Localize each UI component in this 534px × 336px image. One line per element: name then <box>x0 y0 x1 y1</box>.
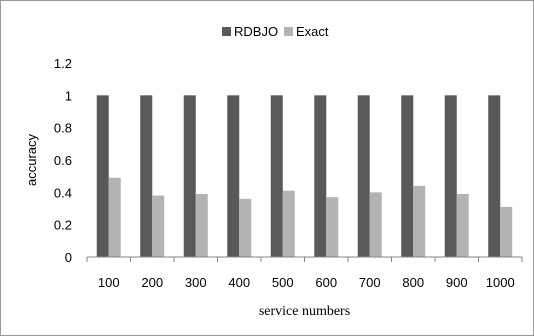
x-tick-label-400: 400 <box>228 275 250 290</box>
x-tick-label-700: 700 <box>359 275 381 290</box>
bar-exact-400 <box>239 198 252 257</box>
bar-rdbjo-600 <box>314 95 327 257</box>
legend-swatch-exact <box>284 27 293 36</box>
y-tick-label-0-8: 0.8 <box>54 121 72 136</box>
bar-exact-700 <box>369 192 382 257</box>
legend: RDBJO Exact <box>222 24 329 39</box>
y-tick-label-0-4: 0.4 <box>54 185 72 200</box>
bar-rdbjo-100 <box>96 95 109 257</box>
bar-exact-1000 <box>500 206 513 257</box>
legend-label-rdbjo: RDBJO <box>234 24 278 39</box>
bar-rdbjo-300 <box>183 95 196 257</box>
bar-exact-500 <box>282 190 295 257</box>
bar-exact-100 <box>108 177 121 257</box>
bar-exact-300 <box>195 193 208 257</box>
bar-rdbjo-1000 <box>488 95 501 257</box>
bar-rdbjo-500 <box>270 95 283 257</box>
y-tick-label-1-2: 1.2 <box>54 56 72 71</box>
y-tick-label-1: 1 <box>65 88 72 103</box>
bar-rdbjo-400 <box>227 95 240 257</box>
y-tick-label-0: 0 <box>65 250 72 265</box>
bar-exact-200 <box>152 195 165 257</box>
legend-label-exact: Exact <box>296 24 329 39</box>
bar-exact-800 <box>413 185 426 257</box>
y-axis-label: accuracy <box>24 133 39 186</box>
bar-rdbjo-700 <box>357 95 370 257</box>
bar-rdbjo-200 <box>140 95 153 257</box>
x-tick-label-1000: 1000 <box>486 275 515 290</box>
y-tick-label-0-2: 0.2 <box>54 218 72 233</box>
x-tick-label-500: 500 <box>272 275 294 290</box>
bar-exact-600 <box>326 197 339 257</box>
bar-rdbjo-800 <box>401 95 414 257</box>
bars <box>96 95 513 257</box>
x-tick-label-900: 900 <box>446 275 468 290</box>
x-tick-label-300: 300 <box>185 275 207 290</box>
bar-rdbjo-900 <box>444 95 457 257</box>
legend-swatch-rdbjo <box>222 27 231 36</box>
x-tick-label-200: 200 <box>141 275 163 290</box>
x-axis-ticks: 100 200 300 400 500 600 700 800 900 1000 <box>86 257 523 290</box>
x-tick-label-100: 100 <box>98 275 120 290</box>
x-tick-label-600: 600 <box>315 275 337 290</box>
x-axis-label: service numbers <box>259 304 350 319</box>
bar-exact-900 <box>456 193 469 257</box>
y-tick-label-0-6: 0.6 <box>54 153 72 168</box>
x-tick-label-800: 800 <box>402 275 424 290</box>
y-axis-ticks: 0 0.2 0.4 0.6 0.8 1 1.2 <box>54 56 72 265</box>
